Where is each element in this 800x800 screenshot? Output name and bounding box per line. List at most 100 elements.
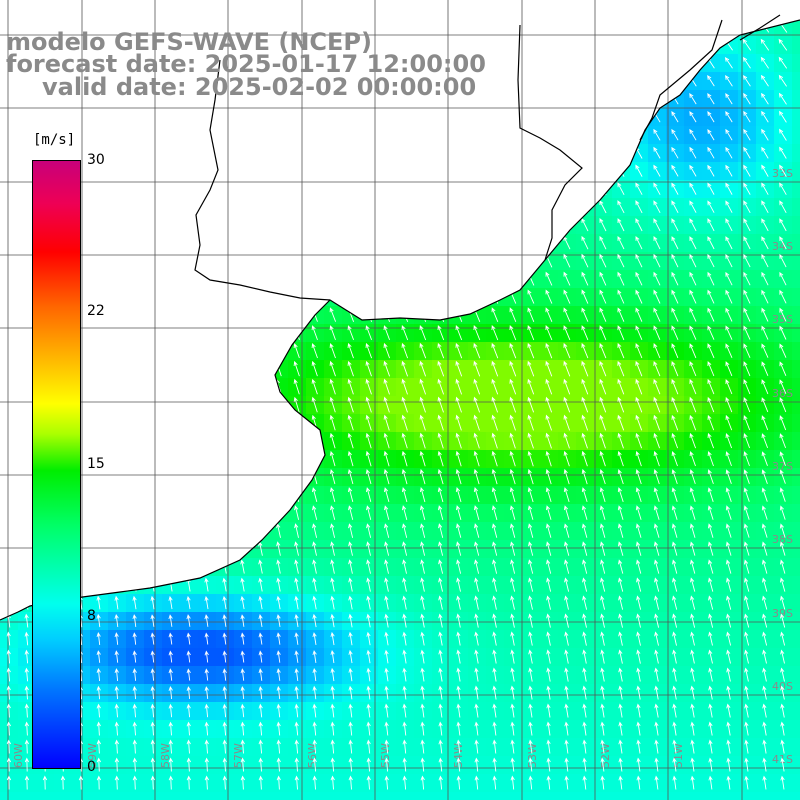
- wind-arrow: [725, 4, 733, 15]
- wind-arrow: [724, 56, 733, 69]
- wind-arrow: [311, 181, 319, 196]
- wind-arrow: [492, 595, 497, 610]
- wind-arrow: [437, 468, 444, 485]
- wind-arrow: [23, 343, 30, 358]
- speed-cell: [144, 558, 163, 577]
- wind-arrow: [24, 703, 29, 718]
- wind-arrow: [402, 667, 407, 682]
- wind-arrow: [761, 343, 769, 358]
- wind-arrow: [689, 325, 697, 340]
- speed-cell: [576, 36, 595, 55]
- wind-arrow: [654, 703, 659, 718]
- wind-arrow: [114, 775, 119, 790]
- wind-arrow: [401, 486, 408, 503]
- wind-arrow: [779, 253, 787, 268]
- colorbar-unit: [m/s]: [33, 132, 76, 148]
- wind-arrow: [618, 775, 623, 790]
- speed-cell: [198, 216, 217, 235]
- speed-cell: [234, 162, 253, 181]
- wind-arrow: [348, 757, 353, 772]
- speed-cell: [252, 0, 271, 19]
- wind-arrow: [419, 289, 427, 304]
- speed-cell: [792, 162, 800, 181]
- wind-arrow: [725, 414, 733, 431]
- wind-arrow: [617, 110, 625, 123]
- wind-arrow: [204, 703, 209, 718]
- wind-arrow: [222, 632, 227, 645]
- wind-arrow: [420, 559, 425, 574]
- wind-arrow: [544, 74, 553, 88]
- speed-cell: [396, 108, 415, 127]
- wind-arrow: [581, 307, 589, 322]
- wind-arrow: [780, 595, 786, 610]
- speed-cell: [144, 144, 163, 163]
- speed-cell: [162, 504, 181, 523]
- speed-cell: [252, 216, 271, 235]
- speed-cell: [252, 108, 271, 127]
- speed-cell: [252, 162, 271, 181]
- wind-arrow: [203, 181, 211, 196]
- speed-cell: [234, 234, 253, 253]
- wind-arrow: [221, 289, 228, 304]
- wind-arrow: [383, 468, 390, 485]
- wind-arrow: [150, 650, 155, 663]
- speed-cell: [126, 126, 145, 145]
- speed-cell: [90, 486, 109, 505]
- wind-arrow: [131, 235, 138, 250]
- wind-arrow: [221, 199, 229, 214]
- wind-arrow: [708, 739, 713, 754]
- wind-arrow: [222, 595, 227, 610]
- wind-arrow: [23, 361, 30, 376]
- wind-arrow: [95, 397, 102, 412]
- wind-arrow: [509, 414, 516, 431]
- wind-arrow: [95, 235, 102, 250]
- speed-cell: [468, 0, 487, 19]
- wind-arrow: [510, 685, 515, 700]
- wind-arrow: [616, 56, 625, 69]
- speed-cell: [342, 0, 361, 19]
- speed-cell: [90, 540, 109, 559]
- wind-arrow: [186, 505, 191, 520]
- speed-cell: [324, 198, 343, 217]
- speed-cell: [108, 792, 127, 800]
- speed-cell: [108, 324, 127, 343]
- wind-arrow: [150, 614, 155, 627]
- speed-cell: [144, 450, 163, 469]
- wind-arrow: [365, 217, 373, 232]
- wind-arrow: [383, 145, 391, 160]
- wind-arrow: [491, 146, 499, 160]
- wind-arrow: [743, 146, 751, 159]
- wind-arrow: [96, 613, 101, 628]
- wind-arrow: [221, 271, 228, 286]
- speed-cell: [216, 216, 235, 235]
- wind-arrow: [599, 110, 607, 123]
- wind-arrow: [707, 414, 715, 431]
- speed-cell: [414, 234, 433, 253]
- wind-arrow: [671, 218, 679, 232]
- wind-arrow: [491, 468, 498, 485]
- speed-cell: [522, 198, 541, 217]
- wind-arrow: [41, 109, 49, 124]
- speed-cell: [792, 558, 800, 577]
- speed-cell: [108, 450, 127, 469]
- speed-cell: [558, 0, 577, 19]
- speed-cell: [180, 144, 199, 163]
- wind-arrow: [203, 199, 211, 214]
- wind-arrow: [95, 415, 102, 430]
- speed-cell: [360, 270, 379, 289]
- wind-arrow: [725, 361, 733, 377]
- wind-arrow: [689, 4, 697, 15]
- wind-arrow: [582, 757, 587, 772]
- wind-arrow: [221, 181, 229, 196]
- wind-arrow: [581, 378, 589, 395]
- wind-arrow: [744, 757, 749, 772]
- wind-arrow: [293, 199, 301, 214]
- wind-arrow: [257, 127, 265, 142]
- wind-arrow: [185, 307, 192, 322]
- speed-cell: [396, 270, 415, 289]
- wind-arrow: [473, 487, 480, 503]
- speed-cell: [522, 234, 541, 253]
- wind-arrow: [456, 703, 461, 718]
- wind-arrow: [185, 217, 193, 232]
- speed-cell: [288, 486, 307, 505]
